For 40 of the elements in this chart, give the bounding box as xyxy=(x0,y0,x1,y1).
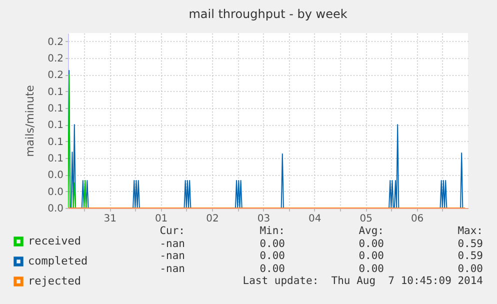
x-tick-label: 02 xyxy=(206,214,219,224)
text: Cur: xyxy=(160,225,185,237)
text: 0.00 xyxy=(260,262,285,274)
text: 0.59 xyxy=(458,250,483,262)
y-tick-label: 0.0 xyxy=(48,204,64,214)
text: 0.00 xyxy=(260,238,285,250)
x-tick-label: 06 xyxy=(410,214,424,224)
legend-label: received xyxy=(28,234,81,248)
y-tick-label: 0.1 xyxy=(48,136,64,148)
text: 0.00 xyxy=(260,250,285,262)
x-tick-label: 03 xyxy=(257,214,270,224)
text: 0.00 xyxy=(358,250,384,262)
legend-label: rejected xyxy=(28,274,81,288)
x-tick-label: 31 xyxy=(104,214,116,224)
y-tick-label: 0.2 xyxy=(48,54,64,64)
y-tick-label: 0.1 xyxy=(48,120,64,132)
text: 0.00 xyxy=(358,238,384,250)
x-tick-label: 04 xyxy=(308,214,322,224)
legend-label: completed xyxy=(28,254,88,268)
y-tick-label: 0.1 xyxy=(48,104,64,114)
text: Min: xyxy=(260,225,285,237)
text: 0.59 xyxy=(458,238,483,250)
text: -nan xyxy=(160,250,185,262)
x-tick-label: 01 xyxy=(154,214,168,224)
y-tick-label: 0.2 xyxy=(48,36,64,48)
text: Last update: Thu Aug 7 10:45:09 2014 xyxy=(242,275,483,287)
y-axis-title: mails/minute xyxy=(24,84,37,157)
text: 0.00 xyxy=(358,262,384,274)
text: Avg: xyxy=(358,225,384,237)
y-tick-label: 0.1 xyxy=(48,86,64,98)
text: 0.00 xyxy=(458,262,483,274)
chart-title: mail throughput - by week xyxy=(188,7,348,21)
y-tick-label: 0.1 xyxy=(48,154,64,164)
y-tick-label: 0.0 xyxy=(48,186,64,198)
text: -nan xyxy=(160,262,185,274)
y-tick-label: 0.2 xyxy=(48,70,64,82)
text: -nan xyxy=(160,238,185,250)
x-tick-label: 05 xyxy=(360,214,372,224)
text: Max: xyxy=(458,225,483,237)
y-tick-label: 0.0 xyxy=(48,170,64,182)
